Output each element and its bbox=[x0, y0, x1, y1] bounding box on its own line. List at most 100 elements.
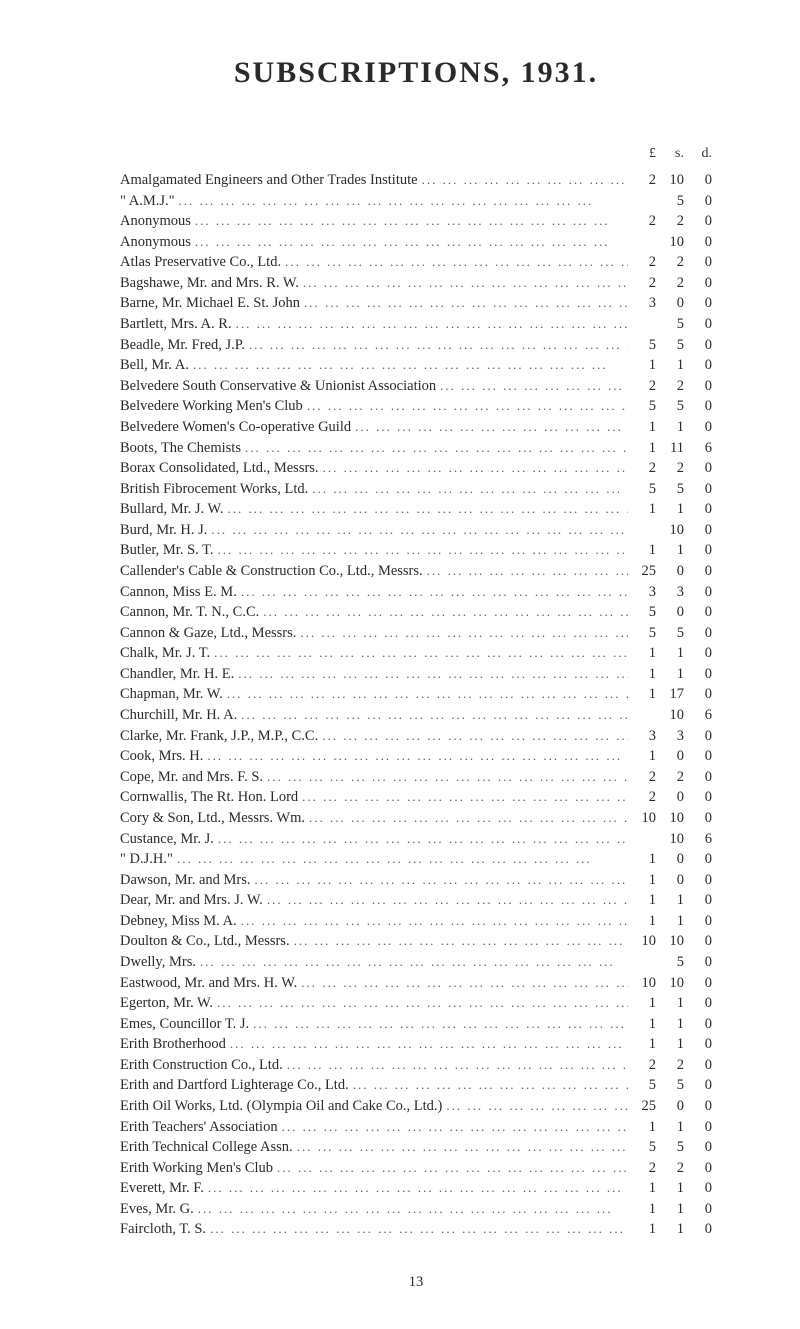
subscriber-name: Cook, Mrs. H. bbox=[120, 746, 203, 767]
amount-pounds: 1 bbox=[628, 1014, 656, 1035]
dot-leader bbox=[293, 1138, 628, 1156]
amount-pounds: 5 bbox=[628, 396, 656, 417]
amount-pounds: 5 bbox=[628, 1137, 656, 1158]
amount-shillings: 2 bbox=[656, 1055, 684, 1076]
dot-leader bbox=[241, 439, 628, 457]
dot-leader bbox=[206, 1220, 628, 1238]
list-item: Anonymous220 bbox=[120, 211, 712, 232]
amount-pounds: 25 bbox=[628, 561, 656, 582]
dot-leader bbox=[442, 1097, 628, 1115]
amount-shillings: 1 bbox=[656, 993, 684, 1014]
dot-leader bbox=[196, 953, 628, 971]
amount-pence: 0 bbox=[684, 602, 712, 623]
list-item: Belvedere South Conservative & Unionist … bbox=[120, 376, 712, 397]
list-item: Clarke, Mr. Frank, J.P., M.P., C.C.330 bbox=[120, 726, 712, 747]
amount-shillings: 5 bbox=[656, 952, 684, 973]
amount-pounds: 1 bbox=[628, 684, 656, 705]
amount-pounds: 1 bbox=[628, 417, 656, 438]
amount-pence: 0 bbox=[684, 211, 712, 232]
dot-leader bbox=[207, 521, 628, 539]
subscriber-name: Everett, Mr. F. bbox=[120, 1178, 204, 1199]
amount-pounds: 10 bbox=[628, 931, 656, 952]
amount-pence: 0 bbox=[684, 890, 712, 911]
amount-shillings: 1 bbox=[656, 1034, 684, 1055]
amount-pounds: 10 bbox=[628, 973, 656, 994]
amount-pounds: 1 bbox=[628, 664, 656, 685]
list-item: Amalgamated Engineers and Other Trades I… bbox=[120, 170, 712, 191]
subscriber-name: Bagshawe, Mr. and Mrs. R. W. bbox=[120, 273, 299, 294]
amount-shillings: 1 bbox=[656, 911, 684, 932]
dot-leader bbox=[278, 1118, 628, 1136]
amount-shillings: 17 bbox=[656, 684, 684, 705]
dot-leader bbox=[237, 583, 628, 601]
amount-pence: 0 bbox=[684, 684, 712, 705]
subscriber-name: Doulton & Co., Ltd., Messrs. bbox=[120, 931, 290, 952]
amount-shillings: 10 bbox=[656, 973, 684, 994]
amount-shillings: 3 bbox=[656, 726, 684, 747]
amount-pounds: 2 bbox=[628, 376, 656, 397]
amount-pence: 0 bbox=[684, 355, 712, 376]
list-item: Doulton & Co., Ltd., Messrs.10100 bbox=[120, 931, 712, 952]
dot-leader bbox=[175, 192, 628, 210]
dot-leader bbox=[203, 747, 628, 765]
page-title: SUBSCRIPTIONS, 1931. bbox=[120, 56, 712, 90]
amount-shillings: 2 bbox=[656, 376, 684, 397]
amount-pence: 6 bbox=[684, 829, 712, 850]
subscriber-name: Chalk, Mr. J. T. bbox=[120, 643, 210, 664]
subscriber-name: Cannon & Gaze, Ltd., Messrs. bbox=[120, 623, 296, 644]
dot-leader bbox=[299, 274, 628, 292]
amount-shillings: 1 bbox=[656, 355, 684, 376]
dot-leader bbox=[308, 480, 628, 498]
amount-pence: 6 bbox=[684, 438, 712, 459]
amount-pence: 0 bbox=[684, 499, 712, 520]
dot-leader bbox=[224, 500, 628, 518]
list-item: Egerton, Mr. W.110 bbox=[120, 993, 712, 1014]
amount-pence: 0 bbox=[684, 664, 712, 685]
amount-shillings: 1 bbox=[656, 1219, 684, 1240]
amount-pounds: 1 bbox=[628, 1178, 656, 1199]
amount-pence: 0 bbox=[684, 1158, 712, 1179]
subscriber-name: Bartlett, Mrs. A. R. bbox=[120, 314, 232, 335]
subscriber-name: Anonymous bbox=[120, 211, 191, 232]
amount-pounds: 2 bbox=[628, 273, 656, 294]
subscriber-name: Erith Oil Works, Ltd. (Olympia Oil and C… bbox=[120, 1096, 442, 1117]
amount-pence: 0 bbox=[684, 746, 712, 767]
subscriber-name: Debney, Miss M. A. bbox=[120, 911, 237, 932]
dot-leader bbox=[423, 562, 628, 580]
amount-pounds: 3 bbox=[628, 726, 656, 747]
dot-leader bbox=[249, 1015, 628, 1033]
dot-leader bbox=[189, 356, 628, 374]
amount-pounds: 3 bbox=[628, 293, 656, 314]
subscriber-name: Bullard, Mr. J. W. bbox=[120, 499, 224, 520]
list-item: Chapman, Mr. W.1170 bbox=[120, 684, 712, 705]
dot-leader bbox=[237, 706, 628, 724]
amount-pounds: 5 bbox=[628, 602, 656, 623]
amount-pounds: 1 bbox=[628, 438, 656, 459]
subscriber-name: Cope, Mr. and Mrs. F. S. bbox=[120, 767, 263, 788]
subscriber-name: Belvedere South Conservative & Unionist … bbox=[120, 376, 436, 397]
list-item: Dawson, Mr. and Mrs.100 bbox=[120, 870, 712, 891]
amount-pence: 0 bbox=[684, 252, 712, 273]
dot-leader bbox=[349, 1076, 628, 1094]
dot-leader bbox=[319, 459, 628, 477]
amount-shillings: 1 bbox=[656, 1199, 684, 1220]
amount-header: £ s. d. bbox=[120, 146, 712, 162]
dot-leader bbox=[436, 377, 628, 395]
amount-shillings: 10 bbox=[656, 829, 684, 850]
amount-shillings: 10 bbox=[656, 170, 684, 191]
subscriber-name: Emes, Councillor T. J. bbox=[120, 1014, 249, 1035]
list-item: " D.J.H."100 bbox=[120, 849, 712, 870]
amount-shillings: 0 bbox=[656, 849, 684, 870]
amount-shillings: 0 bbox=[656, 870, 684, 891]
amount-pounds: 25 bbox=[628, 1096, 656, 1117]
list-item: Erith Oil Works, Ltd. (Olympia Oil and C… bbox=[120, 1096, 712, 1117]
dot-leader bbox=[191, 233, 628, 251]
dot-leader bbox=[194, 1200, 628, 1218]
amount-pounds: 1 bbox=[628, 890, 656, 911]
dot-leader bbox=[296, 624, 628, 642]
subscriber-name: Egerton, Mr. W. bbox=[120, 993, 213, 1014]
dot-leader bbox=[259, 603, 628, 621]
list-item: Erith Teachers' Association110 bbox=[120, 1117, 712, 1138]
subscriber-name: Belvedere Working Men's Club bbox=[120, 396, 303, 417]
amount-shillings: 1 bbox=[656, 540, 684, 561]
